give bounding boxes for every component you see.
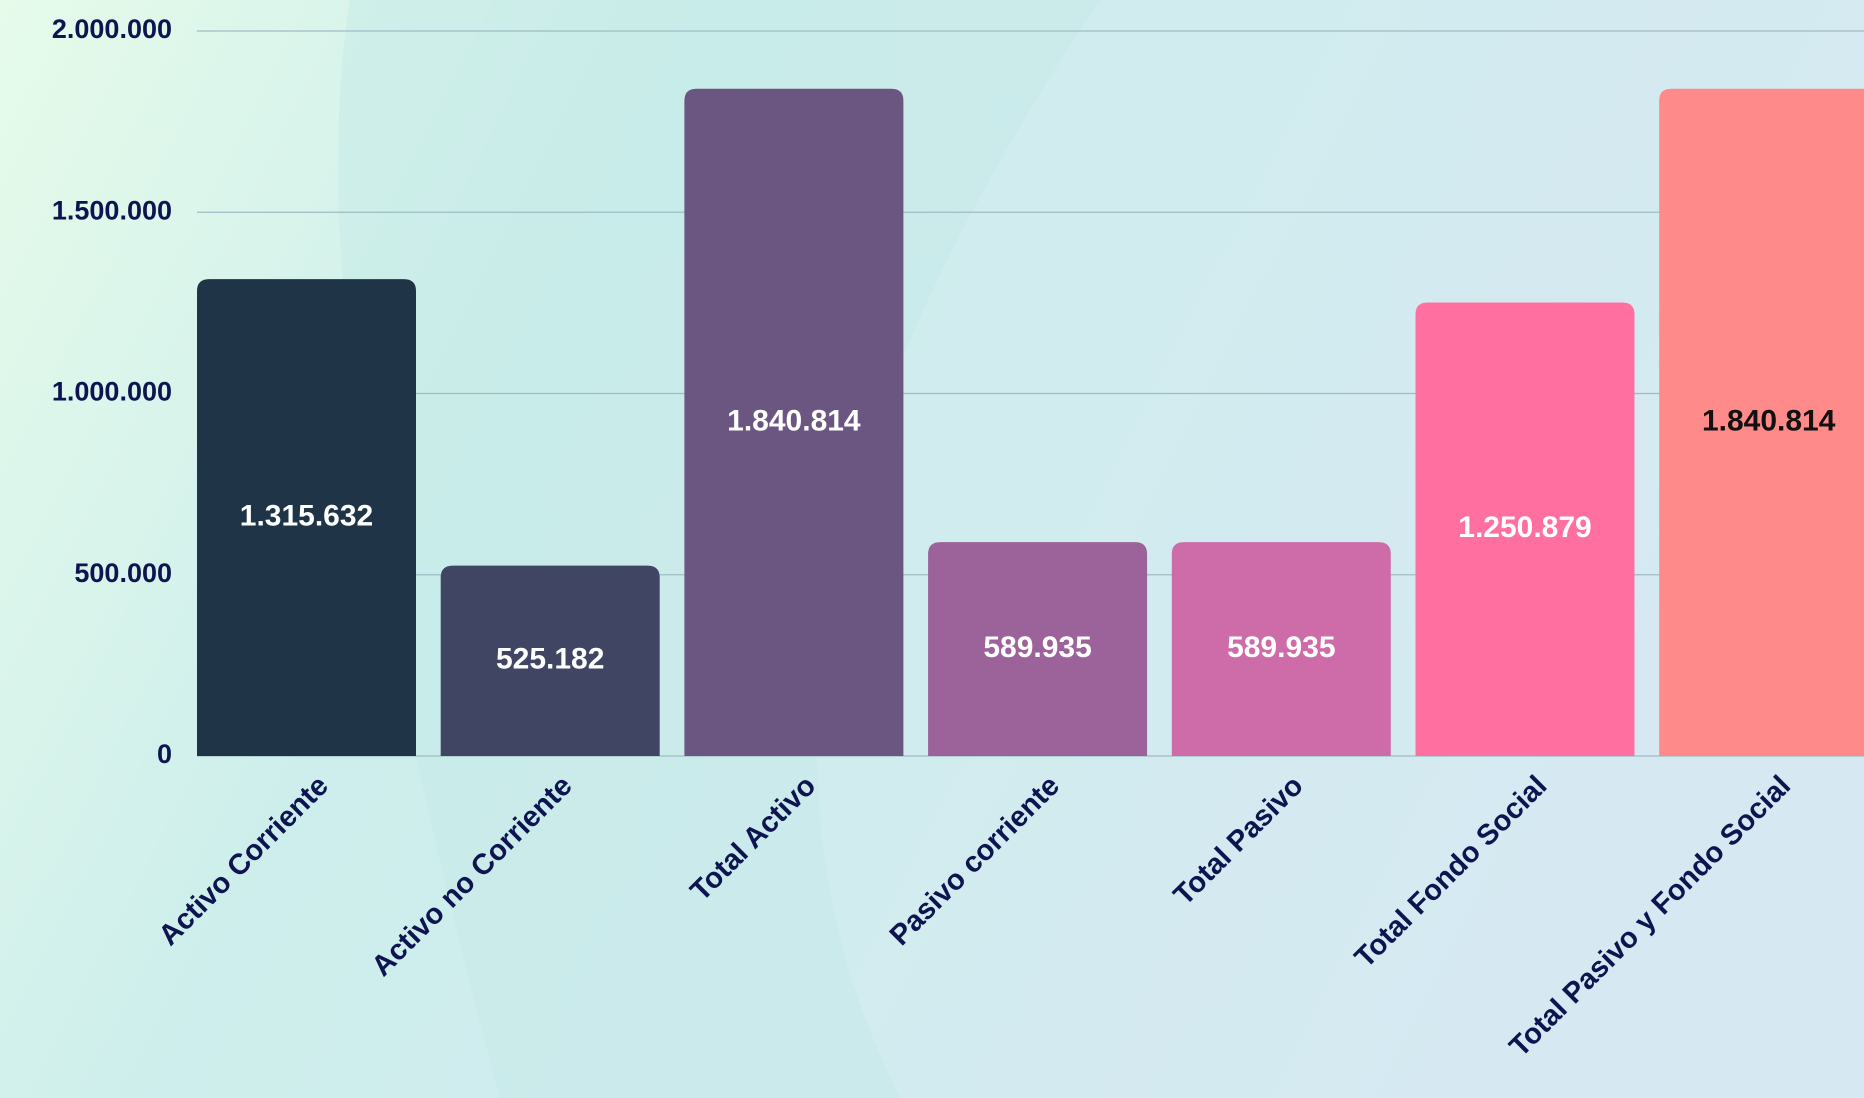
y-tick-label: 500.000 (74, 558, 172, 588)
bar (440, 565, 660, 756)
value-label: 1.250.879 (1458, 511, 1591, 544)
value-label: 1.840.814 (1702, 404, 1836, 437)
y-tick-label: 0 (157, 739, 172, 769)
bar (1659, 88, 1864, 756)
y-tick-label: 2.000.000 (52, 14, 172, 44)
bar (1171, 542, 1391, 756)
value-label: 589.935 (983, 631, 1091, 664)
bar (684, 88, 904, 756)
bar (928, 542, 1148, 756)
bar (1415, 302, 1635, 756)
value-label: 1.315.632 (240, 499, 373, 532)
y-tick-label: 1.500.000 (52, 195, 172, 225)
bar (197, 279, 416, 756)
value-label: 589.935 (1227, 631, 1335, 664)
value-label: 525.182 (496, 643, 604, 676)
value-label: 1.840.814 (727, 404, 861, 437)
y-tick-label: 1.000.000 (52, 377, 172, 407)
